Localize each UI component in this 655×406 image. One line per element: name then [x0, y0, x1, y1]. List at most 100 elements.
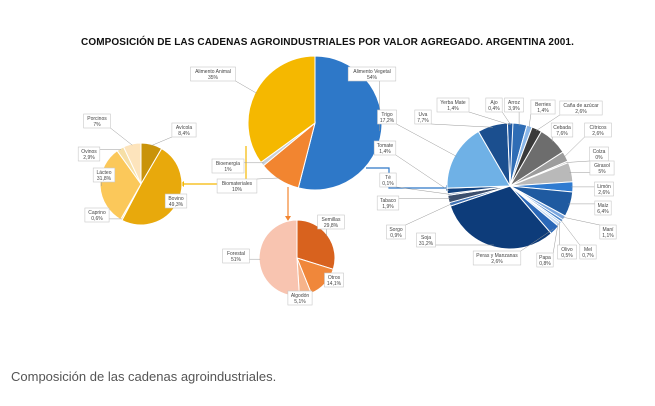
slice-alimento-vegetal-yerba-mate — [506, 122, 514, 187]
data-label-alimento-vegetal-berries: 1,4% — [537, 108, 549, 114]
category-label-alimento-animal-avicola: Avícola — [176, 125, 193, 131]
leader-alimento-vegetal-ajo — [501, 111, 512, 126]
label-box-alimento-vegetal-mani — [599, 224, 617, 240]
data-label-alimento-animal-avicola: 8,4% — [178, 131, 190, 137]
category-label-biomateriales-forestal: Forestal — [227, 251, 245, 257]
category-label-alimento-vegetal-yerba-mate: Yerba Mate — [440, 100, 466, 106]
data-label-alimento-vegetal-tabaco: 1,9% — [382, 204, 394, 210]
label-box-alimento-vegetal-berries — [530, 99, 556, 115]
label-box-alimento-animal-lacteo — [92, 167, 116, 183]
label-box-alimento-vegetal-sorgo — [386, 224, 406, 240]
leader-alimento-animal-avicola — [151, 136, 172, 146]
category-label-alimento-vegetal-peras-y-manzanas: Peras y Manzanas — [476, 253, 518, 259]
leader-alimento-vegetal-mel — [560, 219, 580, 246]
data-label-alimento-animal-lacteo: 31,8% — [97, 176, 112, 182]
label-box-alimento-animal-porcinos — [83, 113, 111, 129]
label-box-biomateriales-otros — [324, 272, 344, 288]
category-label-alimento-vegetal-berries: Berries — [535, 102, 551, 108]
leader-alimento-vegetal-trigo — [396, 123, 457, 157]
category-label-alimento-vegetal-citricos: Cítricos — [590, 125, 607, 131]
label-box-alimento-vegetal-citricos — [584, 122, 612, 138]
label-box-central-biomateriales — [216, 178, 258, 194]
category-label-alimento-vegetal-limon: Limón — [597, 184, 611, 190]
data-label-central-alimento-vegetal: 54% — [367, 75, 378, 81]
label-box-alimento-vegetal-trigo — [377, 109, 397, 125]
data-label-alimento-vegetal-girasol: 5% — [598, 169, 606, 175]
data-label-alimento-vegetal-tomate: 1,4% — [379, 149, 391, 155]
leader-alimento-vegetal-yerba-mate — [468, 111, 511, 126]
label-box-alimento-vegetal-arroz — [504, 97, 524, 113]
leader-alimento-vegetal-te — [396, 186, 450, 195]
leader-central-biomateriales — [256, 177, 281, 180]
slice-alimento-vegetal-soja — [449, 185, 552, 250]
data-label-alimento-vegetal-sorgo: 0,9% — [390, 233, 402, 239]
category-label-alimento-vegetal-girasol: Girasol — [594, 163, 610, 169]
data-label-central-biomateriales: 10% — [232, 187, 243, 193]
data-label-alimento-vegetal-mel: 0,7% — [582, 253, 594, 259]
label-box-alimento-vegetal-ajo — [485, 97, 503, 113]
data-label-alimento-vegetal-soja: 31,2% — [419, 241, 434, 247]
label-box-alimento-vegetal-tabaco — [376, 195, 400, 211]
data-label-alimento-vegetal-peras-y-manzanas: 2,6% — [491, 259, 503, 265]
label-box-alimento-animal-caprino — [84, 207, 110, 223]
category-label-alimento-vegetal-cana-de-azucar: Caña de azúcar — [563, 103, 599, 109]
category-label-central-biomateriales: Biomateriales — [222, 181, 253, 187]
label-box-alimento-vegetal-olivo — [557, 244, 577, 260]
category-label-alimento-vegetal-cebada: Cebada — [553, 125, 571, 131]
category-label-alimento-vegetal-te: Té — [385, 175, 391, 181]
data-label-alimento-vegetal-limon: 2,6% — [598, 190, 610, 196]
data-label-alimento-animal-ovinos: 2,9% — [83, 155, 95, 161]
data-label-central-alimento-animal: 35% — [208, 75, 219, 81]
label-box-alimento-vegetal-mel — [579, 244, 597, 260]
label-box-alimento-vegetal-maiz — [594, 200, 612, 216]
data-label-alimento-vegetal-trigo: 17,2% — [380, 118, 395, 124]
leader-central-alimento-animal — [235, 80, 258, 94]
label-box-alimento-vegetal-te — [379, 172, 397, 188]
category-label-alimento-vegetal-soja: Soja — [421, 235, 431, 241]
data-label-biomateriales-otros: 14,1% — [327, 281, 342, 287]
data-label-alimento-vegetal-papa: 0,8% — [539, 261, 551, 267]
category-label-central-bioenergia: Bioenergía — [216, 161, 240, 167]
label-box-biomateriales-semillas — [317, 214, 345, 230]
category-label-central-alimento-animal: Alimento Animal — [195, 69, 231, 75]
category-label-alimento-animal-lacteo: Lácteo — [96, 170, 111, 176]
data-label-alimento-animal-caprino: 0,6% — [91, 216, 103, 222]
category-label-alimento-vegetal-papa: Papa — [539, 255, 551, 261]
label-box-alimento-animal-bovino — [164, 193, 188, 209]
label-box-central-alimento-vegetal — [347, 66, 397, 82]
category-label-biomateriales-semillas: Semillas — [322, 217, 341, 223]
data-label-alimento-vegetal-citricos: 2,6% — [592, 131, 604, 137]
label-box-biomateriales-forestal — [222, 248, 250, 264]
category-label-biomateriales-algodon: Algodón — [291, 293, 310, 299]
leader-alimento-vegetal-berries — [528, 113, 532, 128]
leader-alimento-vegetal-uva — [431, 123, 494, 128]
slice-biomateriales-forestal — [258, 219, 300, 297]
label-box-biomateriales-algodon — [287, 290, 313, 306]
leader-alimento-vegetal-cana-de-azucar — [535, 114, 560, 131]
connector-alimento-vegetal — [366, 167, 446, 189]
slice-biomateriales-semillas — [296, 219, 336, 270]
category-label-alimento-vegetal-sorgo: Sorgo — [389, 227, 403, 233]
data-label-alimento-vegetal-olivo: 0,5% — [561, 253, 573, 259]
label-box-alimento-vegetal-soja — [416, 232, 436, 248]
leader-alimento-animal-porcinos — [110, 127, 133, 146]
label-box-alimento-vegetal-uva — [414, 109, 432, 125]
leader-alimento-vegetal-peras-y-manzanas — [520, 228, 554, 252]
label-box-alimento-vegetal-cana-de-azucar — [559, 100, 603, 116]
data-label-alimento-vegetal-te: 0,1% — [382, 181, 394, 187]
label-box-alimento-vegetal-peras-y-manzanas — [472, 250, 522, 266]
data-label-alimento-vegetal-mani: 1,1% — [602, 233, 614, 239]
category-label-alimento-vegetal-tabaco: Tabaco — [380, 198, 396, 204]
chart-title: COMPOSICIÓN DE LAS CADENAS AGROINDUSTRIA… — [81, 37, 574, 48]
label-box-alimento-vegetal-girasol — [589, 160, 615, 176]
data-label-alimento-vegetal-cana-de-azucar: 2,6% — [575, 109, 587, 115]
label-box-alimento-vegetal-cebada — [550, 122, 574, 138]
label-box-central-bioenergia — [211, 158, 245, 174]
data-label-alimento-vegetal-maiz: 6,4% — [597, 209, 609, 215]
label-box-alimento-vegetal-tomate — [373, 140, 397, 156]
connector-biomateriales-arrow — [285, 216, 291, 221]
category-label-alimento-vegetal-olivo: Olivo — [561, 247, 573, 253]
leader-alimento-vegetal-papa — [552, 223, 559, 254]
data-label-alimento-vegetal-ajo: 0,4% — [488, 106, 500, 112]
